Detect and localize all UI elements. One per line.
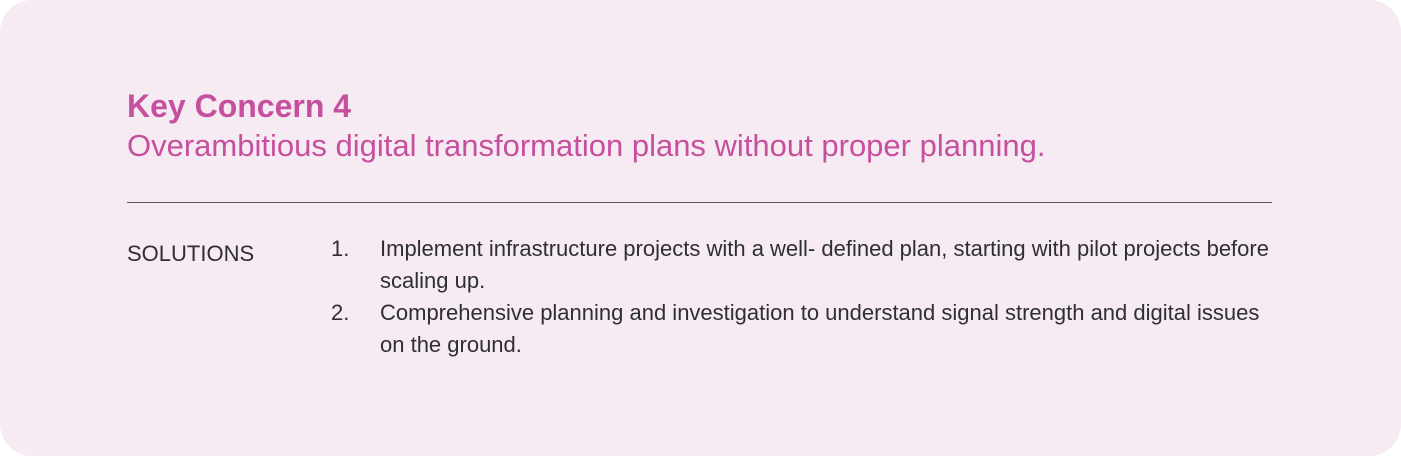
- solution-number: 1.: [331, 236, 350, 261]
- solution-item: 1. Implement infrastructure projects wit…: [331, 233, 1271, 297]
- solution-text: Implement infrastructure projects with a…: [380, 236, 1269, 293]
- concern-description: Overambitious digital transformation pla…: [127, 128, 1046, 163]
- solutions-list: 1. Implement infrastructure projects wit…: [331, 233, 1271, 361]
- solution-text: Comprehensive planning and investigation…: [380, 300, 1260, 357]
- solutions-label: SOLUTIONS: [127, 241, 255, 266]
- concern-title: Key Concern 4: [127, 88, 352, 124]
- solution-item: 2. Comprehensive planning and investigat…: [331, 297, 1271, 361]
- divider: [127, 202, 1272, 203]
- solution-number: 2.: [331, 300, 350, 325]
